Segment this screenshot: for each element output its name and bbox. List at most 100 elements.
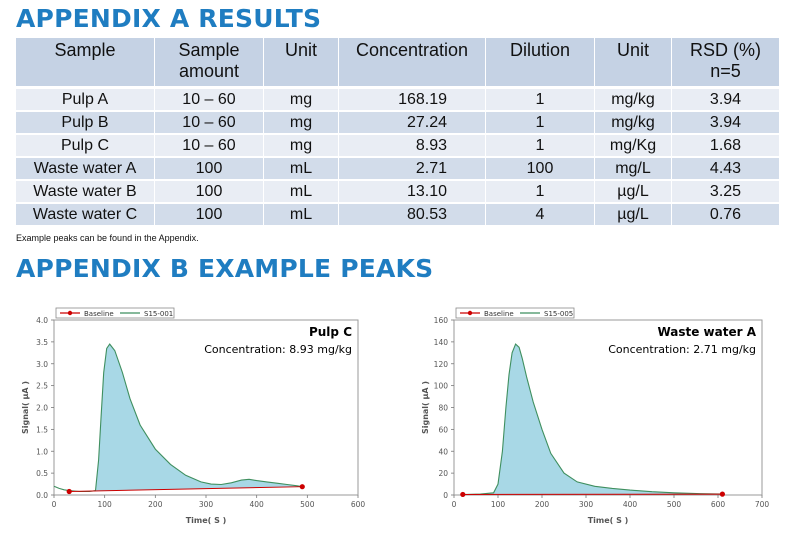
legend-baseline-marker	[468, 311, 472, 315]
x-tick-label: 300	[579, 500, 594, 509]
cell-sample: Pulp B	[16, 111, 155, 134]
legend-sample-label: S15-001	[144, 310, 173, 318]
cell-unit: mg	[264, 111, 339, 134]
col-header-sample-amount: Sample amount	[155, 38, 264, 88]
cell-rsd: 4.43	[672, 157, 780, 180]
cell-unit-2: µg/L	[595, 180, 672, 203]
cell-dilution: 1	[486, 88, 595, 112]
cell-unit: mL	[264, 180, 339, 203]
col-header-concentration: Concentration	[339, 38, 486, 88]
cell-unit: mg	[264, 88, 339, 112]
cell-sample-amount: 10 – 60	[155, 134, 264, 157]
x-tick-label: 300	[199, 500, 214, 509]
cell-sample-amount: 10 – 60	[155, 88, 264, 112]
baseline-end-marker	[720, 492, 725, 497]
col-header-rsd: RSD (%) n=5	[672, 38, 780, 88]
cell-concentration: 168.19	[339, 88, 486, 112]
y-tick-label: 160	[434, 316, 449, 325]
y-tick-label: 120	[434, 360, 449, 369]
cell-rsd: 1.68	[672, 134, 780, 157]
cell-unit-2: µg/L	[595, 203, 672, 226]
cell-sample: Waste water C	[16, 203, 155, 226]
y-tick-label: 0.5	[36, 469, 48, 478]
appendix-note: Example peaks can be found in the Append…	[16, 233, 199, 243]
concentration-annotation: Concentration: 2.71 mg/kg	[608, 343, 756, 356]
x-axis-label: Time( S )	[186, 516, 227, 525]
cell-dilution: 4	[486, 203, 595, 226]
baseline-end-marker	[300, 484, 305, 489]
baseline-start-marker	[460, 492, 465, 497]
cell-sample-amount: 100	[155, 180, 264, 203]
cell-unit: mg	[264, 134, 339, 157]
y-tick-label: 40	[438, 447, 448, 456]
chart-pulp-c-svg: Baseline S15-001 0.0 0.5 1.0 1.5 2.0 2.5 3.0 3.5 4…	[14, 300, 374, 532]
col-header-unit-2: Unit	[595, 38, 672, 88]
col-header-unit: Unit	[264, 38, 339, 88]
cell-rsd: 3.94	[672, 88, 780, 112]
y-tick-label: 3.5	[36, 338, 48, 347]
cell-unit-2: mg/kg	[595, 111, 672, 134]
cell-concentration: 80.53	[339, 203, 486, 226]
cell-sample: Pulp A	[16, 88, 155, 112]
y-tick-label: 3.0	[36, 360, 48, 369]
cell-rsd: 0.76	[672, 203, 780, 226]
x-tick-label: 600	[351, 500, 366, 509]
cell-concentration: 13.10	[339, 180, 486, 203]
cell-unit-2: mg/L	[595, 157, 672, 180]
y-tick-label: 4.0	[36, 316, 48, 325]
col-header-sample: Sample	[16, 38, 155, 88]
y-tick-label: 2.0	[36, 404, 48, 413]
x-tick-label: 200	[535, 500, 550, 509]
baseline-start-marker	[67, 489, 72, 494]
appendix-a-title: APPENDIX A RESULTS	[16, 4, 321, 33]
cell-dilution: 100	[486, 157, 595, 180]
legend-baseline-label: Baseline	[484, 310, 514, 318]
cell-unit-2: mg/Kg	[595, 134, 672, 157]
y-tick-label: 0.0	[36, 491, 48, 500]
y-tick-label: 0	[443, 491, 448, 500]
cell-sample-amount: 100	[155, 203, 264, 226]
cell-sample: Pulp C	[16, 134, 155, 157]
sample-title: Pulp C	[309, 325, 352, 339]
x-tick-label: 500	[300, 500, 315, 509]
y-tick-label: 1.0	[36, 447, 48, 456]
col-header-dilution: Dilution	[486, 38, 595, 88]
cell-dilution: 1	[486, 134, 595, 157]
appendix-b-title: APPENDIX B EXAMPLE PEAKS	[16, 254, 433, 283]
y-tick-label: 2.5	[36, 382, 48, 391]
y-tick-label: 60	[438, 425, 448, 434]
x-tick-label: 700	[755, 500, 770, 509]
x-tick-label: 100	[491, 500, 506, 509]
y-tick-label: 20	[438, 469, 448, 478]
cell-sample-amount: 10 – 60	[155, 111, 264, 134]
y-axis-label: Signal( µA )	[21, 381, 30, 434]
x-axis-label: Time( S )	[588, 516, 629, 525]
cell-concentration: 2.71	[339, 157, 486, 180]
x-tick-label: 400	[250, 500, 265, 509]
x-tick-label: 500	[667, 500, 682, 509]
y-axis-label: Signal( µA )	[421, 381, 430, 434]
concentration-annotation: Concentration: 8.93 mg/kg	[204, 343, 352, 356]
x-tick-label: 400	[623, 500, 638, 509]
y-tick-label: 1.5	[36, 425, 48, 434]
chart-pulp-c: Baseline S15-001 0.0 0.5 1.0 1.5 2.0 2.5 3.0 3.5 4…	[14, 300, 374, 537]
x-tick-label: 200	[148, 500, 163, 509]
x-tick-label: 0	[52, 500, 57, 509]
sample-title: Waste water A	[657, 325, 756, 339]
legend-sample-label: S15-005	[544, 310, 573, 318]
cell-unit: mL	[264, 203, 339, 226]
y-tick-label: 140	[434, 338, 449, 347]
cell-sample: Waste water A	[16, 157, 155, 180]
cell-concentration: 27.24	[339, 111, 486, 134]
legend-baseline-label: Baseline	[84, 310, 114, 318]
cell-sample: Waste water B	[16, 180, 155, 203]
cell-sample-amount: 100	[155, 157, 264, 180]
